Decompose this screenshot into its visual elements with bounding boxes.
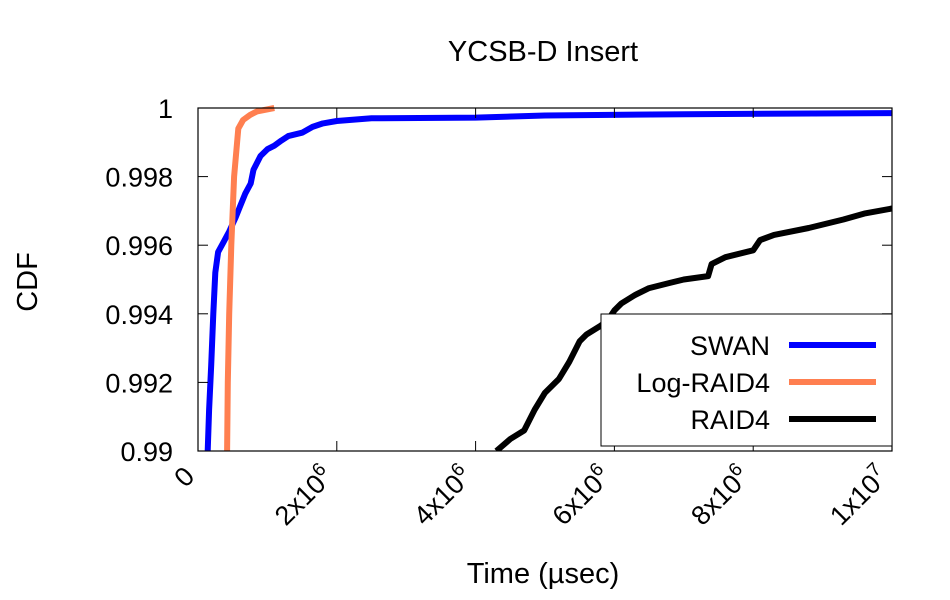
legend-label-swan: SWAN xyxy=(690,331,770,361)
y-tick-label: 0.998 xyxy=(105,163,173,193)
series-line-raid4 xyxy=(494,205,892,451)
x-tick-label: 0 xyxy=(168,461,200,493)
chart-title: YCSB-D Insert xyxy=(448,36,638,68)
y-tick-label: 1 xyxy=(158,94,173,124)
y-tick-label: 0.992 xyxy=(105,368,173,398)
y-axis-label: CDF xyxy=(12,252,44,312)
series-line-swan xyxy=(204,110,892,451)
plot-frame xyxy=(197,107,893,452)
x-tick-label: 1x107 xyxy=(822,459,894,531)
x-axis-label: Time (µsec) xyxy=(467,558,620,590)
y-axis-ticks: 0.99 0.992 0.994 0.996 0.998 1 xyxy=(105,94,892,467)
legend-label-log-raid4: Log-RAID4 xyxy=(636,368,770,398)
x-tick-label: 4x106 xyxy=(406,459,478,531)
legend: SWAN Log-RAID4 RAID4 xyxy=(600,313,893,447)
x-tick-label: 2x106 xyxy=(267,459,339,531)
x-tick-label: 8x106 xyxy=(683,459,755,531)
x-tick-label: 6x106 xyxy=(544,459,616,531)
y-tick-label: 0.996 xyxy=(105,231,173,261)
series-line-log-raid4 xyxy=(224,105,275,451)
plot-series-layer xyxy=(204,105,892,451)
y-tick-label: 0.99 xyxy=(120,437,173,467)
y-tick-label: 0.994 xyxy=(105,300,173,330)
legend-label-raid4: RAID4 xyxy=(690,405,770,435)
